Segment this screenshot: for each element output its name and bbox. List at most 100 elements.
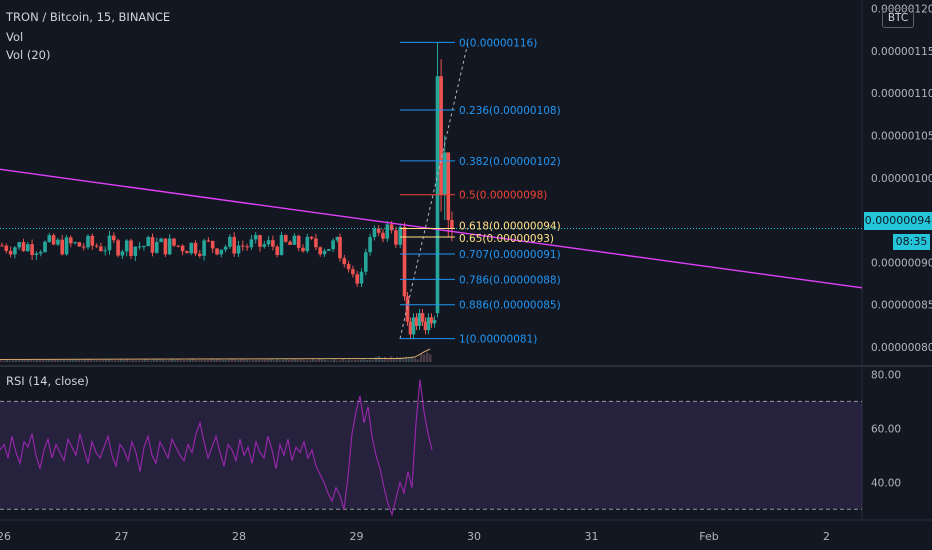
candle-body	[342, 258, 347, 265]
candle-body	[159, 238, 163, 243]
volume-bar	[390, 356, 393, 362]
candle-body	[51, 235, 56, 245]
candle-body	[60, 239, 64, 255]
volume-bar	[48, 359, 51, 362]
volume-bar	[144, 359, 147, 362]
price-tick-label: 0.00000120	[871, 3, 932, 15]
volume-bar	[399, 357, 402, 362]
volume-bar	[264, 359, 267, 362]
volume-bar	[369, 359, 372, 362]
volume-bar	[81, 360, 84, 362]
volume-bar	[348, 359, 351, 362]
volume-bar	[333, 359, 336, 362]
volume-bar	[408, 357, 411, 362]
volume-bar	[69, 359, 72, 362]
candle-body	[193, 242, 198, 254]
volume-bar	[255, 359, 258, 362]
candle-body	[389, 224, 394, 231]
candle-body	[8, 250, 13, 255]
volume-bar	[0, 360, 3, 362]
candle-body	[86, 235, 90, 248]
volume-bar	[309, 360, 312, 362]
volume-bar	[147, 359, 150, 362]
volume-bar	[222, 360, 225, 362]
volume-bar	[210, 359, 213, 362]
candle-body	[450, 220, 454, 229]
volume-bar	[153, 359, 156, 362]
volume-bar	[165, 360, 168, 362]
price-tick-label: 0.00000085	[871, 300, 932, 312]
volume-bar	[393, 358, 396, 362]
candle-body	[296, 235, 301, 248]
volume-bar	[387, 359, 390, 362]
price-tick-label: 0.00000080	[871, 342, 932, 354]
candle-body	[314, 238, 318, 248]
price-tick-label: 0.00000100	[871, 173, 932, 185]
volume-bar	[111, 360, 114, 362]
volume-bar	[72, 359, 75, 362]
candle-body	[439, 76, 443, 195]
volume-bar	[192, 359, 195, 362]
candle-body	[446, 152, 451, 221]
candle-body	[275, 246, 279, 255]
currency-badge[interactable]: BTC	[882, 8, 914, 28]
volume-bar	[96, 359, 99, 362]
volume-bar	[108, 359, 111, 362]
volume-bar	[306, 360, 309, 362]
symbol-legend[interactable]: TRON / Bitcoin, 15, BINANCE	[6, 10, 171, 24]
volume-bar	[180, 360, 183, 362]
volume-bar	[33, 360, 36, 362]
volume-bar	[330, 360, 333, 362]
volume-bar	[270, 359, 273, 362]
candle-body	[155, 242, 159, 253]
volume-bar	[93, 360, 96, 362]
volume-bar	[279, 360, 282, 362]
volume-bar	[366, 360, 369, 362]
price-tick-label: 0.00000105	[871, 130, 932, 142]
volume-bar	[246, 359, 249, 362]
candle-body	[284, 235, 288, 242]
candle-body	[228, 236, 232, 247]
candle-body	[107, 235, 112, 251]
rsi-legend[interactable]: RSI (14, close)	[6, 374, 89, 388]
volume-bar	[378, 356, 381, 362]
volume-bar	[174, 360, 177, 362]
volume-bar	[3, 360, 6, 362]
volume-bar	[303, 359, 306, 362]
volume-bar	[216, 359, 219, 362]
volume-bar	[87, 359, 90, 362]
volume-bar	[252, 360, 255, 362]
volume-bar	[219, 359, 222, 362]
volume-bar	[24, 359, 27, 362]
candle-body	[176, 245, 181, 247]
candle-body	[368, 237, 372, 253]
fib-level-label: 0.236(0.00000108)	[459, 105, 561, 117]
volume-bar	[249, 360, 252, 362]
volume-ma-legend[interactable]: Vol (20)	[6, 48, 51, 62]
volume-bar	[339, 360, 342, 362]
candle-body	[241, 245, 245, 247]
volume-bar	[360, 359, 363, 362]
volume-bar	[285, 359, 288, 362]
volume-legend[interactable]: Vol	[6, 30, 24, 44]
candle-body	[21, 242, 26, 252]
volume-bar	[183, 360, 186, 362]
candle-body	[245, 246, 249, 248]
volume-bar	[414, 358, 417, 362]
volume-bar	[258, 360, 261, 362]
candle-body	[266, 240, 271, 245]
rsi-line	[0, 379, 433, 517]
candle-body	[47, 235, 52, 242]
volume-bar	[126, 359, 129, 362]
volume-bar	[336, 360, 339, 362]
volume-bar	[396, 356, 399, 362]
volume-bar	[420, 353, 423, 362]
rsi-band-fill	[0, 401, 862, 510]
candle-body	[385, 224, 390, 239]
fib-level-label: 0.786(0.00000088)	[459, 274, 561, 286]
rsi-tick-label: 80.00	[871, 369, 901, 381]
volume-bar	[117, 360, 120, 362]
candle-body	[116, 240, 120, 256]
candle-body	[219, 249, 224, 255]
